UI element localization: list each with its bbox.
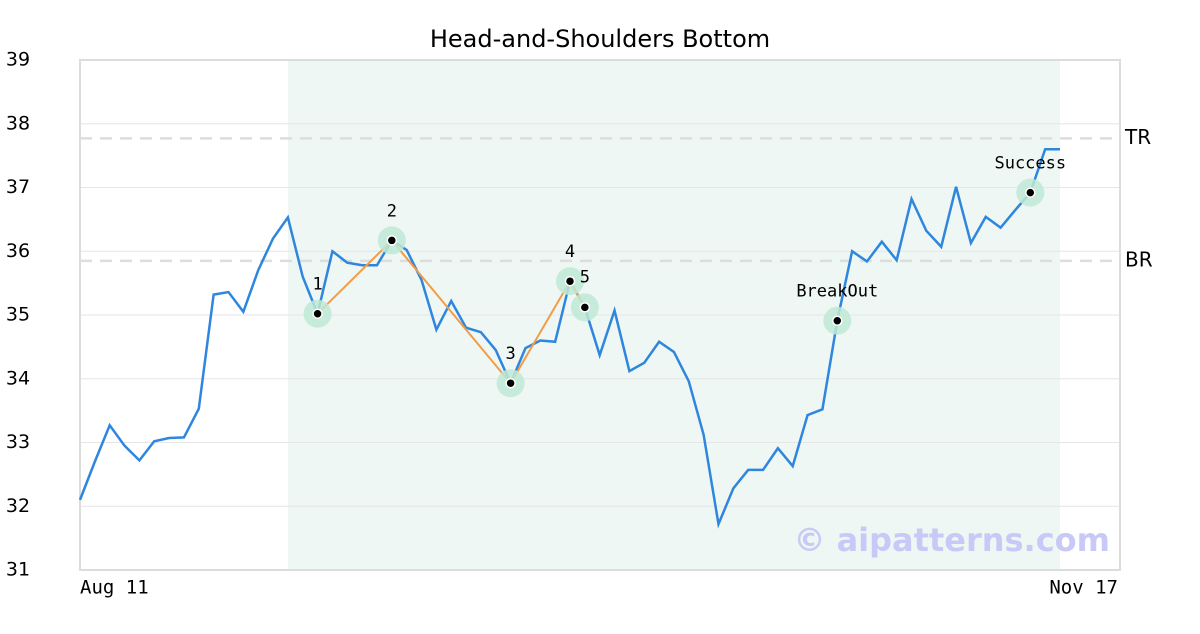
- y-tick-label: 34: [6, 367, 30, 389]
- marker-dot: [579, 302, 591, 313]
- marker-dot: [564, 275, 576, 287]
- marker-label: 2: [387, 201, 397, 221]
- x-tick-label: Nov 17: [1049, 577, 1118, 599]
- level-label: TR: [1124, 125, 1151, 149]
- marker-label: 4: [565, 242, 575, 262]
- marker-label: Success: [994, 154, 1066, 174]
- marker-dot: [312, 308, 323, 319]
- level-label: BR: [1125, 247, 1153, 271]
- y-tick-label: 33: [6, 431, 30, 453]
- marker-dot: [1025, 187, 1036, 198]
- marker-label: 1: [312, 275, 322, 295]
- marker-label: BreakOut: [796, 282, 878, 302]
- marker-dot: [832, 315, 843, 326]
- y-tick-label: 38: [6, 112, 30, 134]
- marker-label: 3: [505, 344, 515, 364]
- y-tick-label: 36: [6, 240, 30, 262]
- plot-frame: [79, 59, 1121, 571]
- marker-dot: [505, 377, 516, 389]
- watermark: © aipatterns.com: [793, 521, 1110, 559]
- marker-label: 5: [580, 267, 590, 287]
- y-tick-label: 31: [6, 559, 30, 581]
- y-tick-label: 32: [6, 495, 30, 517]
- y-tick-label: 39: [6, 49, 30, 71]
- y-tick-label: 37: [6, 176, 30, 198]
- y-tick-label: 35: [6, 304, 30, 326]
- chart-title: Head-and-Shoulders Bottom: [430, 25, 770, 53]
- x-tick-label: Aug 11: [80, 577, 149, 599]
- marker-dot: [386, 235, 398, 246]
